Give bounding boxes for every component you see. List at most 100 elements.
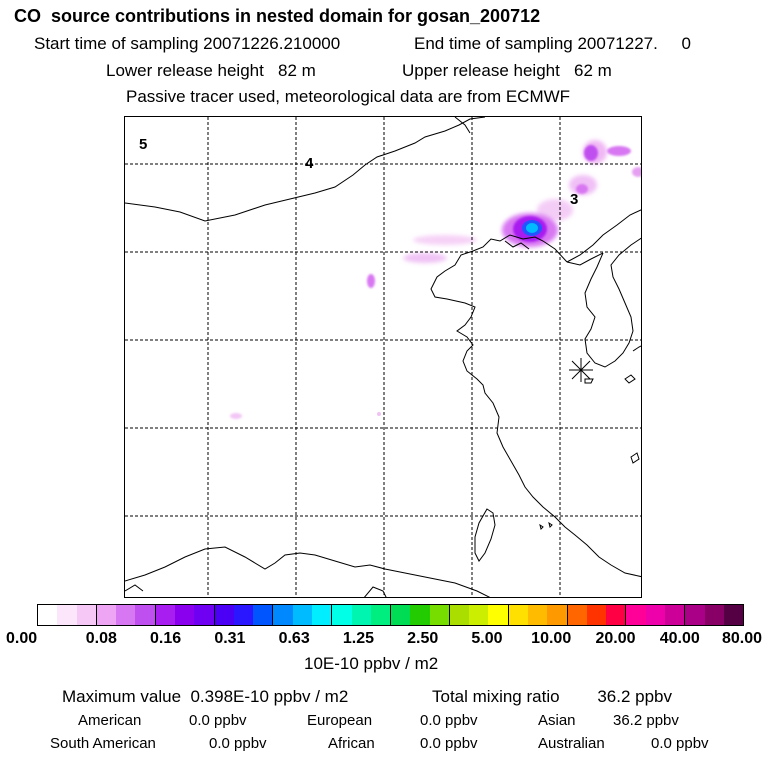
northern-border-2 — [454, 117, 471, 134]
color-scale-segment — [488, 605, 509, 625]
plume-south-speck — [230, 413, 242, 419]
plume-northeast-tail — [607, 146, 631, 156]
color-scale-segment — [645, 605, 665, 625]
color-scale-tick-label: 1.25 — [342, 630, 374, 647]
color-scale-segment — [606, 605, 627, 625]
australian-label: Australian — [538, 735, 605, 752]
upper-release-label: Upper release height 62 m — [402, 61, 612, 80]
total-mixing-ratio-label: Total mixing ratio 36.2 ppbv — [432, 687, 673, 706]
african-value: 0.0 ppbv — [420, 735, 478, 752]
manchuria-border — [566, 209, 641, 263]
plume-isolated-spot — [367, 274, 375, 288]
plot-title: CO source contributions in nested domain… — [14, 6, 541, 26]
korean-peninsula — [584, 237, 641, 368]
color-scale-segment — [665, 605, 686, 625]
color-scale-segment — [155, 605, 175, 625]
color-scale-segment — [194, 605, 215, 625]
color-scale-segment — [469, 605, 489, 625]
color-scale-segment — [174, 605, 195, 625]
color-scale-segment — [214, 605, 234, 625]
bohai-coast — [430, 234, 641, 578]
small-islet-2 — [548, 521, 553, 528]
color-scale-tick-label: 0.16 — [150, 630, 182, 647]
color-scale-segment — [391, 605, 411, 625]
map-panel: 5 4 3 — [124, 116, 642, 598]
american-value: 0.0 ppbv — [189, 712, 247, 729]
region-label-3: 3 — [570, 191, 579, 208]
receptor-marker — [569, 358, 593, 382]
color-scale-segment — [351, 605, 371, 625]
european-value: 0.0 ppbv — [420, 712, 478, 729]
max-value-label: Maximum value 0.398E-10 ppbv / m2 — [62, 687, 349, 706]
plume-bohai-peak — [526, 223, 538, 233]
liaodong-peninsula — [504, 240, 530, 250]
color-scale-segment — [76, 605, 97, 625]
color-scale-tick-label: 0.08 — [85, 630, 117, 647]
color-scale-segment — [332, 605, 352, 625]
australian-value: 0.0 ppbv — [651, 735, 709, 752]
northern-border — [125, 117, 486, 222]
color-scale-tick-label: 80.00 — [722, 630, 763, 647]
european-label: European — [307, 712, 373, 729]
asian-label: Asian — [538, 712, 576, 729]
color-scale-tick-label: 0.31 — [214, 630, 246, 647]
color-scale-segment — [586, 605, 607, 625]
color-scale-segment — [410, 605, 430, 625]
color-scale-segment — [96, 605, 117, 625]
color-scale-segment — [292, 605, 312, 625]
color-scale-unit: 10E-10 ppbv / m2 — [304, 654, 439, 673]
color-scale-segment — [508, 605, 529, 625]
african-label: African — [328, 735, 375, 752]
color-scale-segment — [429, 605, 450, 625]
kyushu-island — [630, 452, 640, 464]
grid-lines — [125, 117, 641, 597]
region-label-5: 5 — [139, 136, 148, 153]
color-scale-tick-label: 20.00 — [595, 630, 636, 647]
south-american-label: South American — [50, 735, 156, 752]
tracer-info-label: Passive tracer used, meteorological data… — [126, 87, 571, 106]
color-scale-segment — [253, 605, 274, 625]
plume-region3-core — [576, 184, 588, 194]
start-time-label: Start time of sampling 20071226.210000 — [34, 34, 341, 53]
taiwan-island — [474, 508, 496, 562]
region-label-4: 4 — [305, 155, 314, 172]
color-scale-segment — [567, 605, 587, 625]
end-time-label: End time of sampling 20071227. 0 — [414, 34, 691, 53]
south-american-value: 0.0 ppbv — [209, 735, 267, 752]
color-scale-segment — [685, 605, 705, 625]
color-scale-bar — [37, 604, 744, 626]
plume-northeast-core — [584, 145, 598, 161]
inland-border — [125, 546, 491, 597]
color-scale-segment — [547, 605, 568, 625]
color-scale-segment — [626, 605, 646, 625]
map-svg — [125, 117, 641, 597]
color-scale-segment — [370, 605, 392, 625]
korea-border — [566, 252, 604, 266]
plume-band — [537, 199, 573, 221]
color-scale-segment — [449, 605, 470, 625]
color-scale-tick-label: 10.00 — [531, 630, 572, 647]
color-scale-tick-label: 0.00 — [6, 630, 38, 647]
color-scale-tick-label: 2.50 — [407, 630, 439, 647]
color-scale-tick-label: 0.63 — [278, 630, 310, 647]
asian-value: 36.2 ppbv — [613, 712, 679, 729]
color-scale-segment — [311, 605, 333, 625]
plume-west-strip — [413, 235, 477, 245]
lower-release-label: Lower release height 82 m — [106, 61, 316, 80]
color-scale-segment — [704, 605, 724, 625]
plume-east-edge — [632, 167, 641, 177]
jeju-island — [584, 378, 594, 384]
color-scale-segment — [723, 605, 744, 625]
color-scale-segment — [233, 605, 254, 625]
american-label: American — [78, 712, 142, 729]
color-scale-tick-label: 5.00 — [471, 630, 503, 647]
color-scale-segment — [116, 605, 136, 625]
color-scale-segment — [528, 605, 548, 625]
color-scale-tick-label: 40.00 — [659, 630, 700, 647]
plume-south-strip — [403, 253, 447, 263]
japan-islands — [632, 345, 641, 352]
color-scale-segment — [135, 605, 156, 625]
plume-tiny-speck — [377, 412, 381, 416]
japan-island-2 — [624, 374, 636, 384]
color-scale-segment — [38, 605, 58, 625]
